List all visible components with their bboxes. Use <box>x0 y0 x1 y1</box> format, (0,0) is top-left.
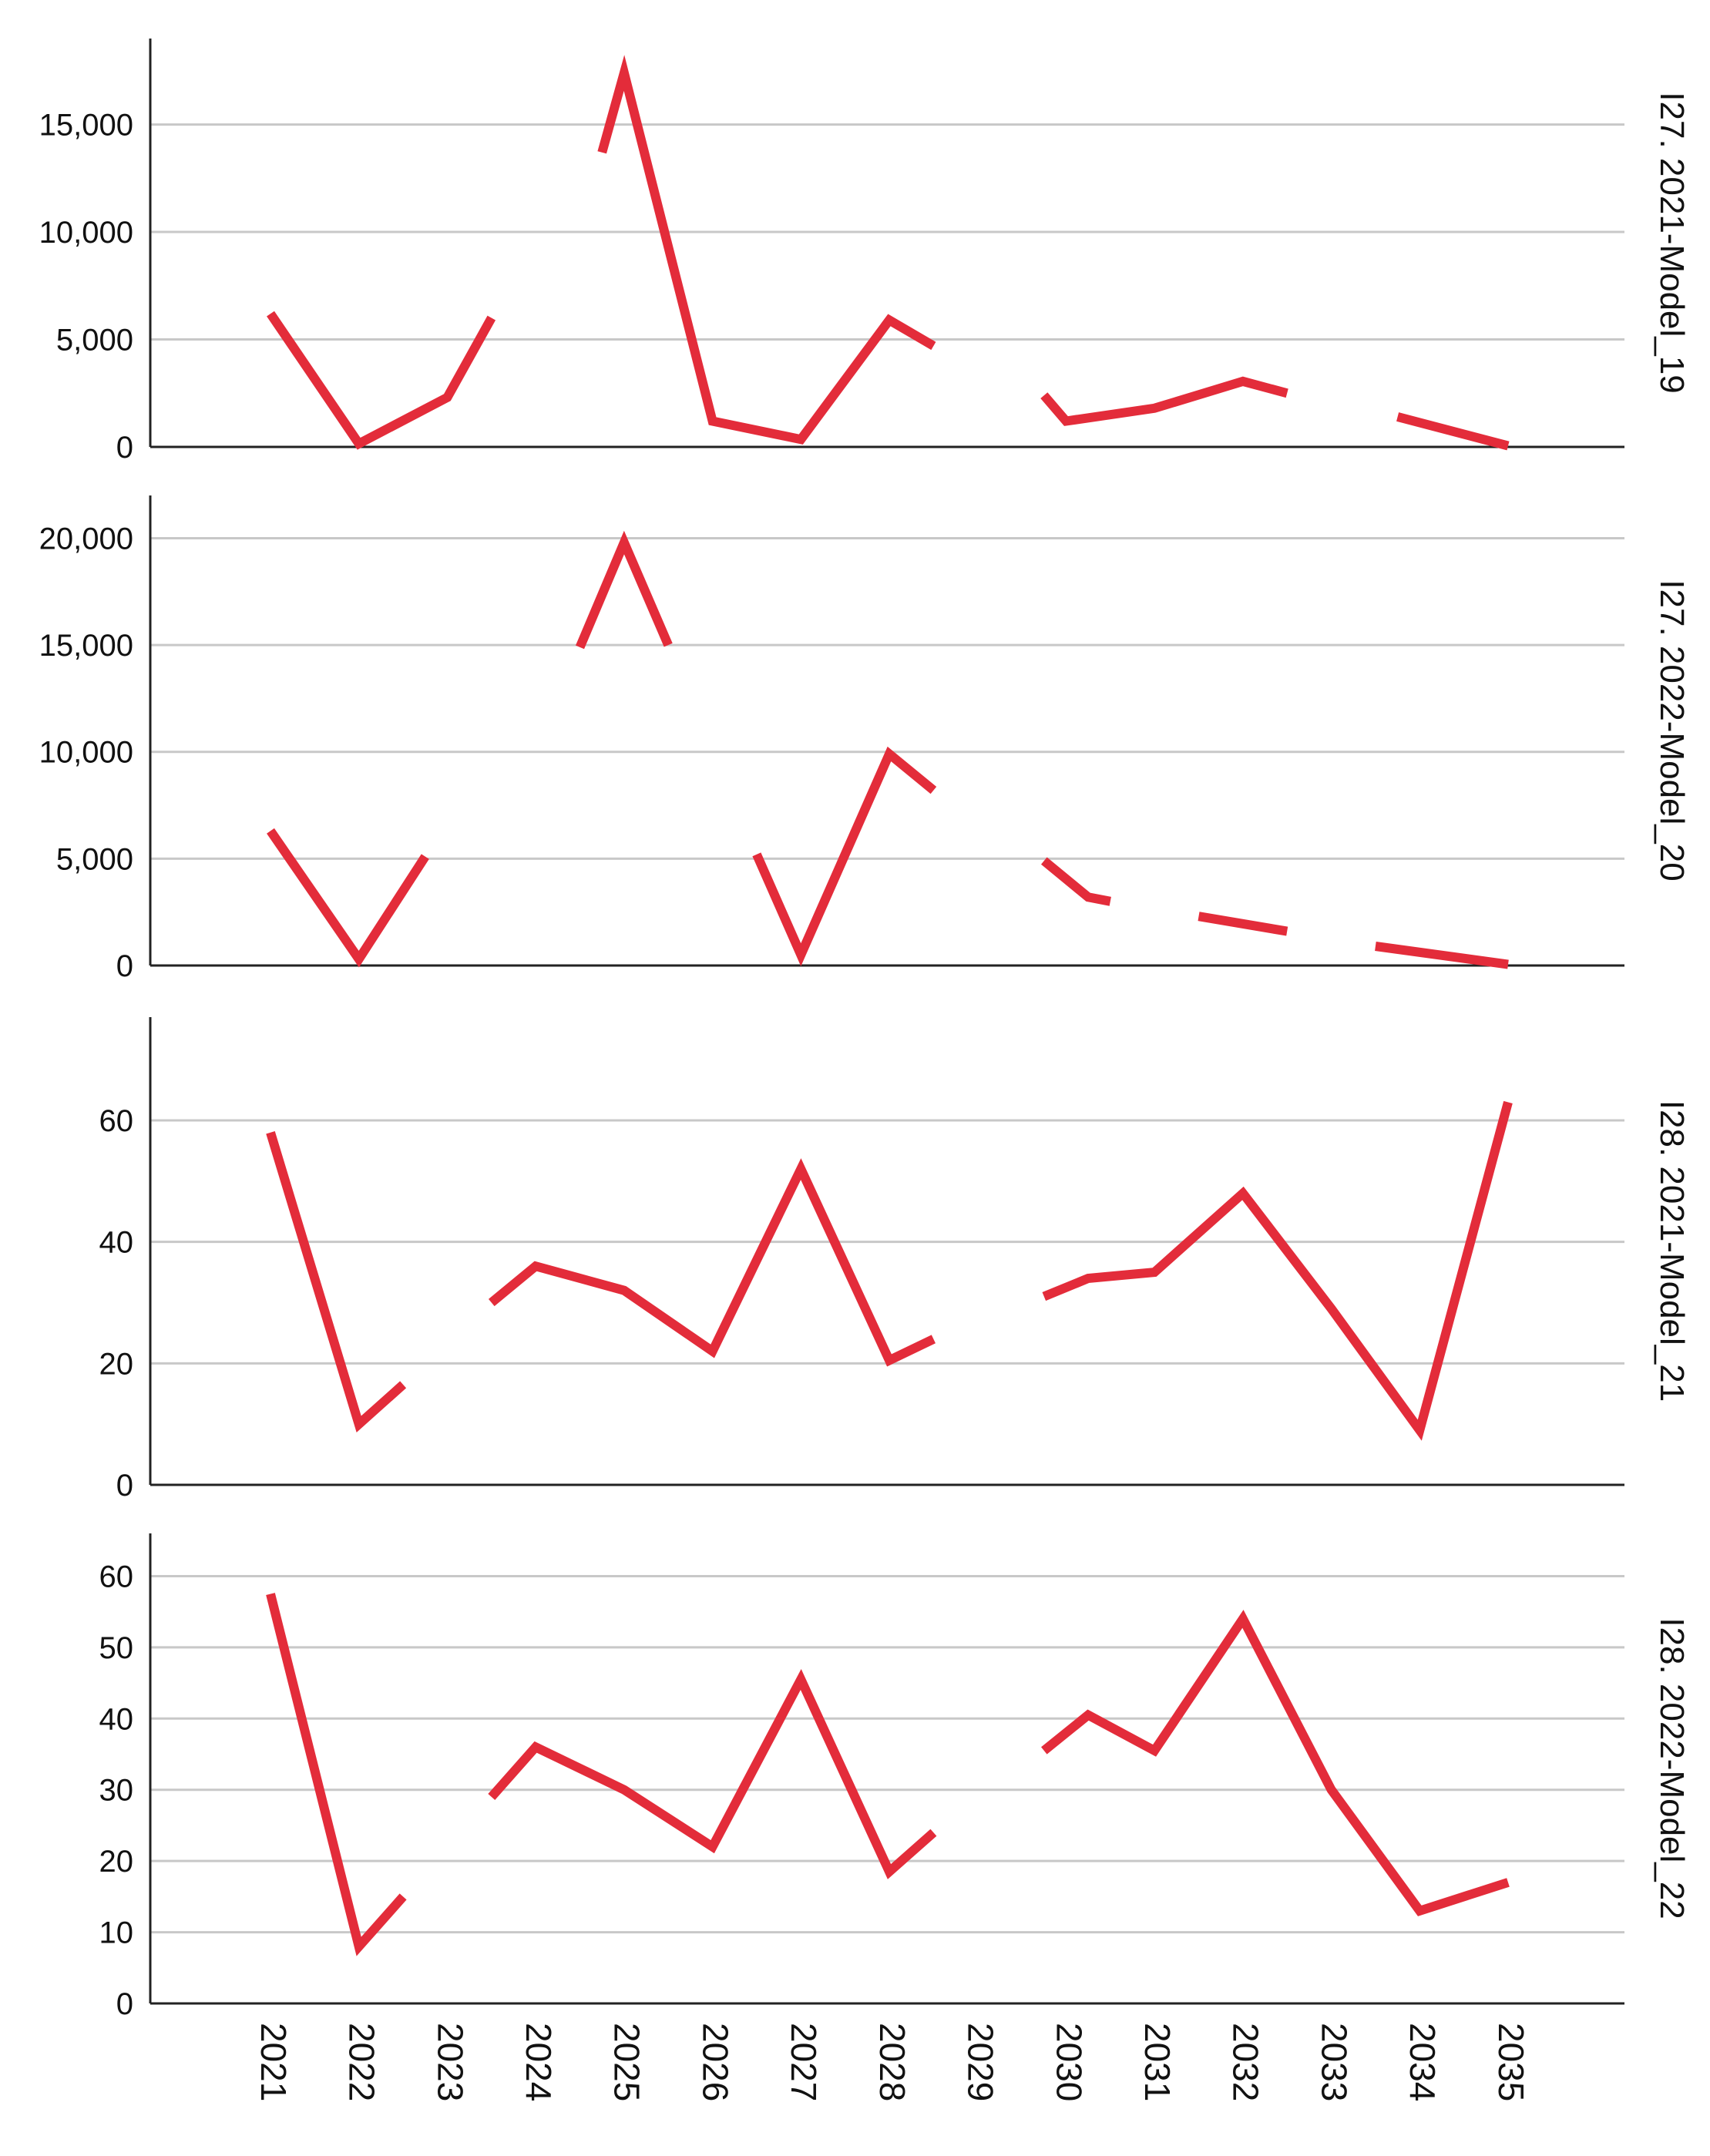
x-tick-label: 2033 <box>1314 2023 1354 2101</box>
series-line-segment <box>266 1131 407 1432</box>
y-tick-label: 10,000 <box>39 216 133 250</box>
series-line-segment <box>267 828 429 968</box>
series-line-segment <box>1198 912 1288 936</box>
series-line-segment <box>266 1593 407 1956</box>
y-tick-label: 60 <box>99 1104 134 1138</box>
x-tick-label: 2030 <box>1049 2023 1089 2101</box>
panel-2: 0 5,000 10,000 15,000 20,000 I27. 2022-Model_… <box>39 495 1691 983</box>
y-tick-label: 20 <box>99 1845 134 1879</box>
series-line-segment <box>752 746 937 966</box>
y-tick-label: 5,000 <box>56 324 133 358</box>
series-line-segment <box>597 55 936 445</box>
panel-label: I27. 2021-Model_19 <box>1653 92 1691 393</box>
x-tick-label: 2034 <box>1403 2023 1443 2101</box>
series-line-segment <box>1375 942 1509 969</box>
y-tick-label: 50 <box>99 1631 134 1665</box>
y-tick-label: 5,000 <box>56 842 133 876</box>
y-tick-label: 30 <box>99 1774 134 1808</box>
y-tick-label: 10,000 <box>39 736 133 770</box>
series-line-segment <box>488 1158 936 1367</box>
series-line-segment <box>1396 412 1510 451</box>
x-axis: 2021 2022 2023 2024 2025 2026 2027 2028 2029 2030… <box>254 2023 1531 2101</box>
chart-panels: 0 5,000 10,000 15,000 I27. 2021-Model_19 0 5,0… <box>39 39 1691 2021</box>
x-tick-label: 2031 <box>1137 2023 1178 2101</box>
y-tick-label: 15,000 <box>39 109 133 143</box>
y-tick-label: 60 <box>99 1560 134 1593</box>
panel-label: I28. 2022-Model_22 <box>1653 1617 1691 1919</box>
panel-1: 0 5,000 10,000 15,000 I27. 2021-Model_19 <box>39 39 1691 465</box>
y-tick-label: 20,000 <box>39 522 133 556</box>
panel-label: I27. 2022-Model_20 <box>1653 579 1691 881</box>
x-tick-label: 2027 <box>784 2023 824 2101</box>
y-tick-label: 40 <box>99 1702 134 1736</box>
series-line-segment <box>1040 376 1288 426</box>
y-tick-label: 15,000 <box>39 629 133 663</box>
series-line-segment <box>575 530 673 650</box>
x-tick-label: 2023 <box>430 2023 470 2101</box>
x-tick-label: 2026 <box>695 2023 735 2101</box>
x-tick-label: 2028 <box>872 2023 912 2101</box>
x-tick-label: 2035 <box>1491 2023 1531 2101</box>
y-tick-label: 20 <box>99 1347 134 1381</box>
x-tick-label: 2021 <box>254 2023 294 2101</box>
x-tick-label: 2025 <box>607 2023 647 2101</box>
x-tick-label: 2029 <box>961 2023 1001 2101</box>
series-line-segment <box>488 1668 937 1879</box>
series-line-segment <box>1041 1610 1510 1916</box>
y-tick-label: 0 <box>116 1987 133 2021</box>
y-tick-label: 0 <box>116 431 133 465</box>
series-line-segment <box>1040 857 1111 906</box>
y-tick-label: 0 <box>116 1469 133 1503</box>
x-tick-label: 2032 <box>1226 2023 1266 2101</box>
panel-4: 0 10 20 30 40 50 60 I28. 2022-Model_22 <box>99 1533 1691 2021</box>
y-tick-label: 10 <box>99 1916 134 1950</box>
x-tick-label: 2022 <box>342 2023 382 2101</box>
y-tick-label: 40 <box>99 1226 134 1260</box>
series-line-segment <box>1042 1100 1513 1441</box>
panel-3: 0 20 40 60 I28. 2021-Model_21 <box>99 1017 1691 1503</box>
panel-label: I28. 2021-Model_21 <box>1653 1100 1691 1402</box>
x-tick-label: 2024 <box>519 2023 559 2101</box>
series-line-segment <box>267 311 496 450</box>
y-tick-label: 0 <box>116 949 133 983</box>
